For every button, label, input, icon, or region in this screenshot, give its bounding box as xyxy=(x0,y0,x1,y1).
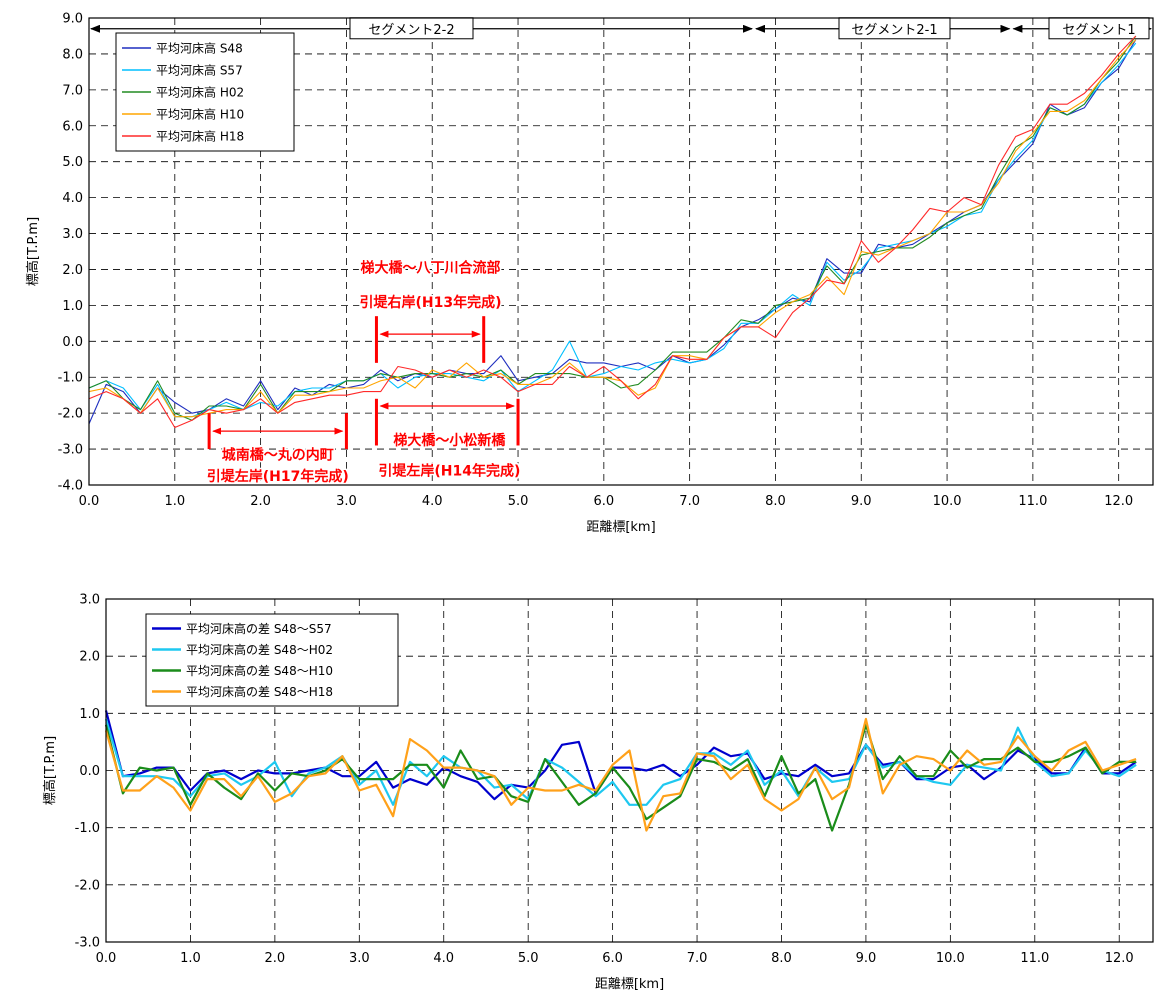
y-tick-label: -2.0 xyxy=(75,878,100,893)
legend-label: 平均河床高 H02 xyxy=(156,85,244,100)
x-tick-label: 1.0 xyxy=(164,494,185,509)
series-line xyxy=(88,42,1137,418)
plot-frame xyxy=(88,17,1154,486)
y-tick-label: -1.0 xyxy=(75,821,100,836)
annotation-text: 引堤右岸(H13年完成) xyxy=(360,294,502,311)
x-tick-label: 7.0 xyxy=(679,494,700,509)
y-tick-label: 5.0 xyxy=(62,155,83,170)
legend-label: 平均河床高の差 S48～S57 xyxy=(186,621,332,636)
x-tick-label: 11.0 xyxy=(1020,951,1049,966)
x-tick-label: 5.0 xyxy=(518,951,539,966)
series-line xyxy=(88,39,1137,425)
legend-label: 平均河床高 S48 xyxy=(156,41,243,56)
annotation-text: 梯大橋～小松新橋 xyxy=(393,432,506,449)
segment-label: セグメント2-1 xyxy=(851,23,937,38)
x-tick-label: 6.0 xyxy=(602,951,623,966)
x-axis-title: 距離標[km] xyxy=(595,977,664,992)
series-line xyxy=(88,35,1137,421)
annotation-text: 梯大橋～八丁川合流部 xyxy=(361,260,501,277)
x-tick-label: 1.0 xyxy=(180,951,201,966)
x-tick-label: 3.0 xyxy=(336,494,357,509)
annotation-text: 城南橋～丸の内町 xyxy=(222,446,334,463)
legend-label: 平均河床高の差 S48～H02 xyxy=(186,642,333,657)
x-tick-label: 3.0 xyxy=(349,951,370,966)
plot-frame xyxy=(105,598,1154,943)
legend-label: 平均河床高 H10 xyxy=(156,107,244,122)
y-tick-label: 9.0 xyxy=(62,12,83,27)
legend-label: 平均河床高 H18 xyxy=(156,129,244,144)
x-tick-label: 6.0 xyxy=(593,494,614,509)
legend-label: 平均河床高の差 S48～H10 xyxy=(186,663,333,678)
y-tick-label: 8.0 xyxy=(62,47,83,62)
y-tick-label: 2.0 xyxy=(62,263,83,278)
annotation-text: 引堤左岸(H17年完成) xyxy=(207,468,349,485)
y-tick-label: 0.0 xyxy=(79,764,100,779)
x-tick-label: 0.0 xyxy=(96,951,117,966)
x-tick-label: 8.0 xyxy=(771,951,792,966)
y-tick-label: -2.0 xyxy=(58,407,83,422)
series-line xyxy=(88,39,1137,418)
segment-label: セグメント1 xyxy=(1062,23,1135,38)
x-tick-label: 10.0 xyxy=(933,494,962,509)
x-axis-title: 距離標[km] xyxy=(586,520,655,535)
y-axis-title: 標高[T.P.m] xyxy=(25,217,41,286)
x-tick-label: 9.0 xyxy=(851,494,872,509)
top-chart: 0.0 1.0 2.0 3.0 4.0 5.0 6.0 7.0 8.0 9.0 10.0 11.0 12… xyxy=(25,12,1154,535)
y-tick-label: 1.0 xyxy=(62,299,83,314)
x-tick-label: 4.0 xyxy=(433,951,454,966)
x-tick-label: 12.0 xyxy=(1104,494,1133,509)
y-tick-label: 7.0 xyxy=(62,83,83,98)
y-axis-title: 標高[T.P.m] xyxy=(42,736,58,805)
y-tick-label: -3.0 xyxy=(58,443,83,458)
x-tick-label: 9.0 xyxy=(856,951,877,966)
series-line xyxy=(104,718,1137,806)
x-tick-label: 5.0 xyxy=(508,494,529,509)
y-tick-label: 3.0 xyxy=(62,227,83,242)
legend-label: 平均河床高の差 S48～H18 xyxy=(186,684,333,699)
series-line xyxy=(88,35,1137,429)
x-tick-label: 8.0 xyxy=(765,494,786,509)
y-tick-label: 4.0 xyxy=(62,191,83,206)
bottom-chart: 0.0 1.0 2.0 3.0 4.0 5.0 6.0 7.0 8.0 9.0 10.0 11.0 12… xyxy=(42,593,1154,992)
y-tick-label: 2.0 xyxy=(79,650,100,665)
x-tick-label: 0.0 xyxy=(79,494,100,509)
annotation-text: 引堤左岸(H14年完成) xyxy=(378,463,520,480)
y-tick-label: 1.0 xyxy=(79,707,100,722)
series-line xyxy=(104,723,1137,832)
y-tick-label: 0.0 xyxy=(62,335,83,350)
x-tick-label: 4.0 xyxy=(422,494,443,509)
x-tick-label: 12.0 xyxy=(1105,951,1134,966)
legend-box xyxy=(145,613,399,707)
x-tick-label: 11.0 xyxy=(1018,494,1047,509)
x-tick-label: 7.0 xyxy=(687,951,708,966)
y-tick-label: -1.0 xyxy=(58,371,83,386)
segment-label: セグメント2-2 xyxy=(368,23,454,38)
x-tick-label: 2.0 xyxy=(250,494,271,509)
x-tick-label: 10.0 xyxy=(936,951,965,966)
y-tick-label: -4.0 xyxy=(58,479,83,494)
y-tick-label: 3.0 xyxy=(79,593,100,608)
y-tick-label: 6.0 xyxy=(62,119,83,134)
series-line xyxy=(104,717,1137,832)
y-tick-label: -3.0 xyxy=(75,936,100,951)
legend-label: 平均河床高 S57 xyxy=(156,63,243,78)
x-tick-label: 2.0 xyxy=(265,951,286,966)
